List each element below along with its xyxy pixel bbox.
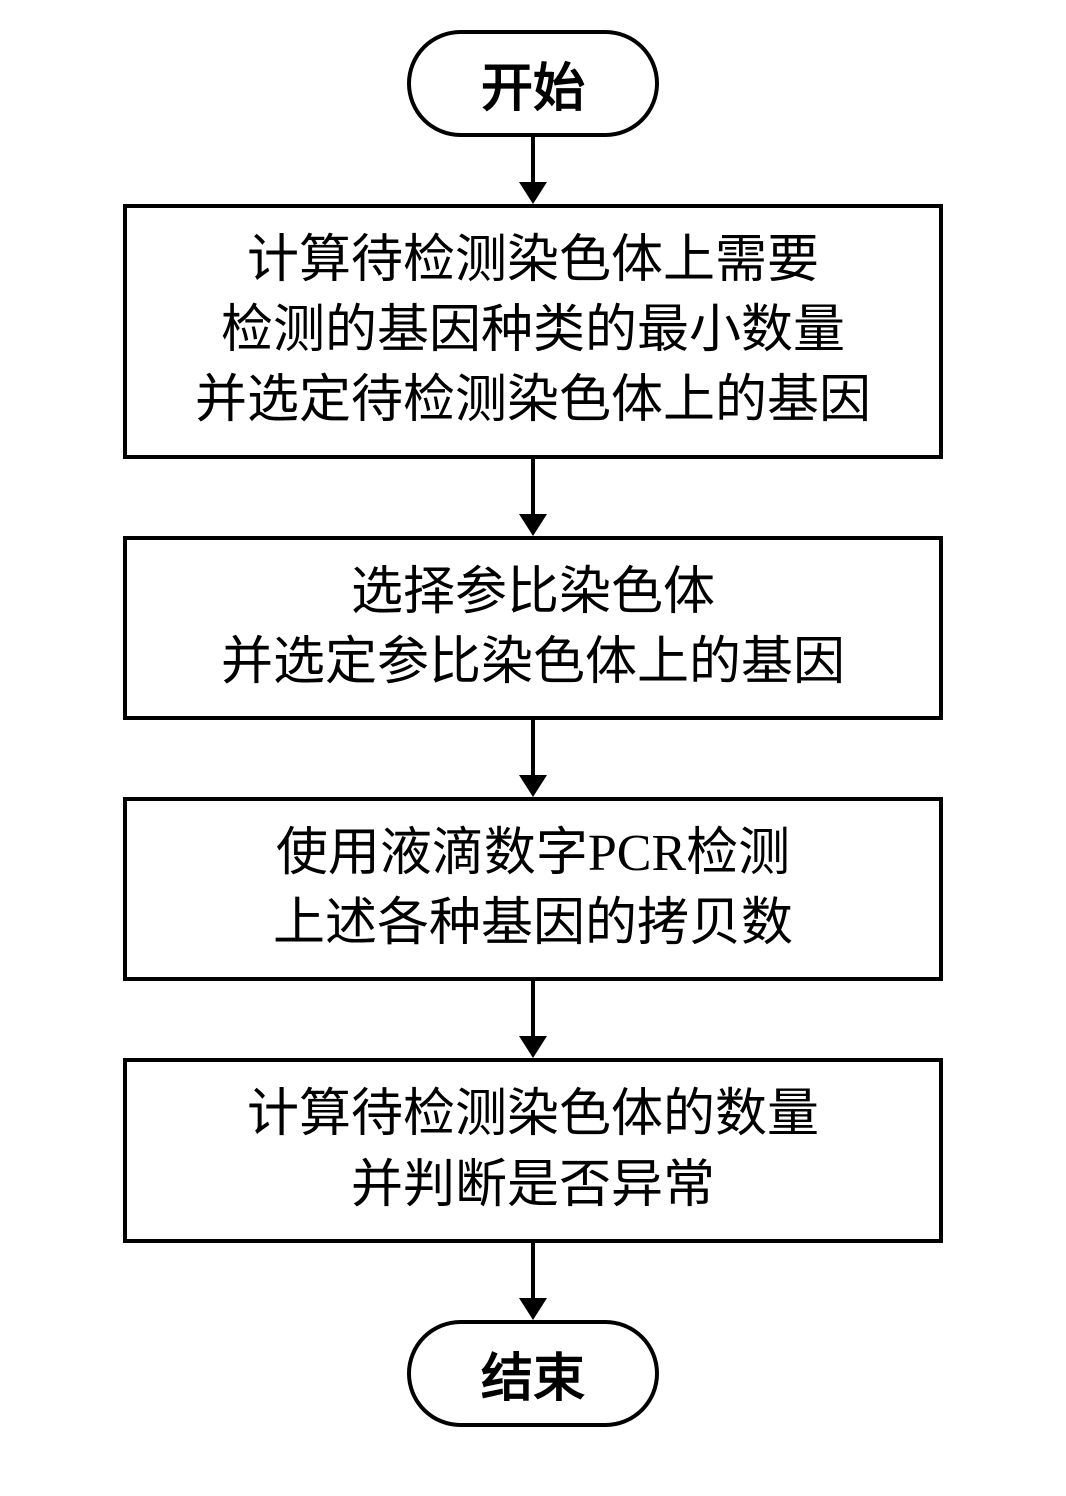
arrow-head-icon [519,1036,547,1058]
arrow-head-icon [519,775,547,797]
terminal-start-label: 开始 [481,46,585,121]
process-step3: 使用液滴数字PCR检测 上述各种基因的拷贝数 [123,797,943,981]
arrow-head-icon [519,182,547,204]
arrow-4 [519,981,547,1058]
arrow-line [531,981,535,1036]
arrow-3 [519,720,547,797]
arrow-head-icon [519,1298,547,1320]
flowchart-container: 开始 计算待检测染色体上需要 检测的基因种类的最小数量 并选定待检测染色体上的基… [123,30,943,1427]
arrow-line [531,1243,535,1298]
process-step1-line2: 检测的基因种类的最小数量 [221,296,845,366]
process-step4-line1: 计算待检测染色体的数量 [247,1080,819,1150]
arrow-1 [519,137,547,204]
process-step1-line3: 并选定待检测染色体上的基因 [195,366,871,436]
terminal-end: 结束 [407,1320,659,1427]
process-step3-line2: 上述各种基因的拷贝数 [273,889,793,959]
process-step2-line1: 选择参比染色体 [351,558,715,628]
terminal-end-label: 结束 [481,1336,585,1411]
terminal-start: 开始 [407,30,659,137]
arrow-line [531,137,535,182]
process-step4-line2: 并判断是否异常 [351,1151,715,1221]
arrow-2 [519,459,547,536]
process-step2-line2: 并选定参比染色体上的基因 [221,628,845,698]
arrow-head-icon [519,514,547,536]
process-step2: 选择参比染色体 并选定参比染色体上的基因 [123,536,943,720]
process-step1: 计算待检测染色体上需要 检测的基因种类的最小数量 并选定待检测染色体上的基因 [123,204,943,459]
arrow-line [531,459,535,514]
process-step1-line1: 计算待检测染色体上需要 [247,226,819,296]
arrow-5 [519,1243,547,1320]
process-step3-line1: 使用液滴数字PCR检测 [276,819,790,889]
process-step4: 计算待检测染色体的数量 并判断是否异常 [123,1058,943,1242]
arrow-line [531,720,535,775]
